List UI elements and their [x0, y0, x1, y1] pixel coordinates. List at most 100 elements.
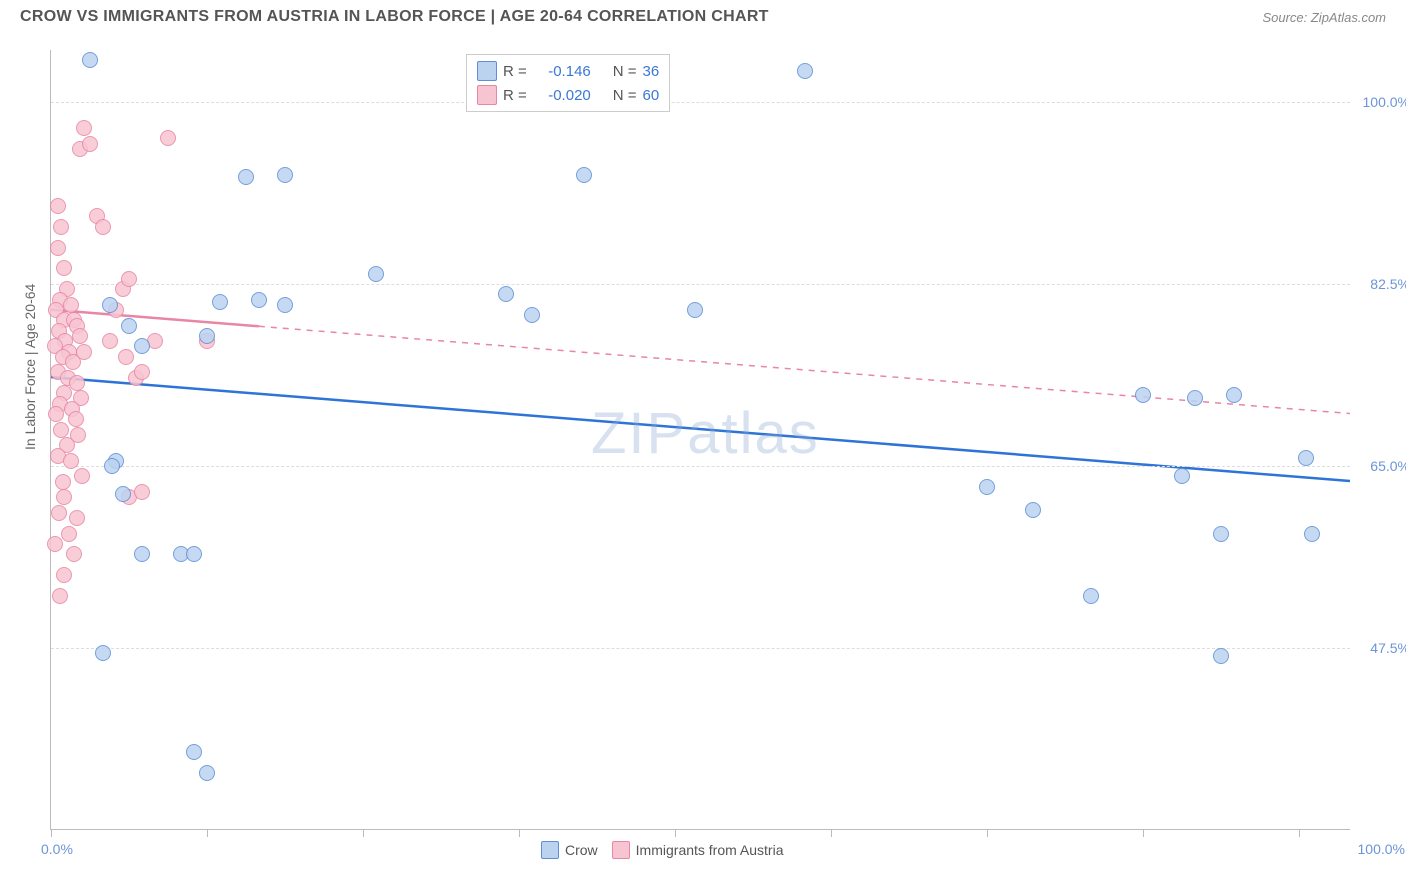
source-label: Source: ZipAtlas.com [1262, 10, 1386, 25]
crow-point [277, 167, 293, 183]
crow-point [1298, 450, 1314, 466]
trend-lines [51, 50, 1350, 829]
crow-point [687, 302, 703, 318]
austria-point [69, 375, 85, 391]
x-tick [675, 829, 676, 837]
chart-title: CROW VS IMMIGRANTS FROM AUSTRIA IN LABOR… [20, 8, 769, 26]
x-tick [1143, 829, 1144, 837]
x-tick [1299, 829, 1300, 837]
austria-point [95, 219, 111, 235]
crow-point [277, 297, 293, 313]
crow-point [1304, 526, 1320, 542]
r-label: R = [503, 87, 527, 104]
crow-point [104, 458, 120, 474]
crow-point [576, 167, 592, 183]
crow-point [199, 328, 215, 344]
legend-label: Immigrants from Austria [636, 842, 784, 858]
x-tick [987, 829, 988, 837]
crow-point [251, 292, 267, 308]
austria-point [76, 344, 92, 360]
crow-point [115, 486, 131, 502]
crow-point [1025, 502, 1041, 518]
crow-point [134, 546, 150, 562]
r-value: -0.020 [533, 87, 591, 104]
x-tick [519, 829, 520, 837]
crow-point [134, 338, 150, 354]
x-tick [363, 829, 364, 837]
r-value: -0.146 [533, 63, 591, 80]
x-tick [207, 829, 208, 837]
crow-point [524, 307, 540, 323]
x-axis-min-label: 0.0% [41, 841, 73, 857]
legend-stat-row: R = -0.020 N = 60 [477, 83, 659, 107]
n-value: 60 [643, 87, 660, 104]
y-tick-label: 82.5% [1355, 276, 1406, 292]
crow-point [212, 294, 228, 310]
chart-plot-area: 47.5%65.0%82.5%100.0% ZIPatlas R =-0.146… [50, 50, 1350, 830]
austria-point [134, 484, 150, 500]
crow-point [102, 297, 118, 313]
legend-item: Crow [541, 841, 598, 859]
austria-point [74, 468, 90, 484]
austria-point [50, 198, 66, 214]
n-value: 36 [643, 63, 660, 80]
austria-point [61, 526, 77, 542]
y-axis-label: In Labor Force | Age 20-64 [22, 284, 38, 450]
crow-point [238, 169, 254, 185]
n-label: N = [613, 63, 637, 80]
austria-point [160, 130, 176, 146]
crow-point [1213, 526, 1229, 542]
gridline [51, 648, 1350, 649]
austria-point [68, 411, 84, 427]
legend-stat-row: R =-0.146N =36 [477, 59, 659, 83]
austria-point [56, 567, 72, 583]
austria-point [56, 489, 72, 505]
legend-swatch [612, 841, 630, 859]
watermark: ZIPatlas [591, 400, 820, 467]
austria-point [66, 546, 82, 562]
crow-point [121, 318, 137, 334]
legend-swatch [541, 841, 559, 859]
legend-correlation: R = -0.146 N = 36 R = -0.020 N = 60 [466, 54, 670, 112]
legend-label: Crow [565, 842, 598, 858]
legend-series: Crow Immigrants from Austria [541, 841, 784, 859]
austria-point [118, 349, 134, 365]
legend-swatch [477, 61, 497, 81]
n-label: N = [613, 87, 637, 104]
crow-point [1187, 390, 1203, 406]
austria-point [51, 505, 67, 521]
austria-point [53, 219, 69, 235]
gridline [51, 102, 1350, 103]
x-axis-max-label: 100.0% [1358, 841, 1405, 857]
austria-point [134, 364, 150, 380]
y-tick-label: 47.5% [1355, 640, 1406, 656]
crow-point [95, 645, 111, 661]
x-tick [831, 829, 832, 837]
gridline [51, 466, 1350, 467]
austria-point [76, 120, 92, 136]
crow-point [979, 479, 995, 495]
austria-point [82, 136, 98, 152]
crow-point [82, 52, 98, 68]
austria-point [121, 271, 137, 287]
crow-point [199, 765, 215, 781]
crow-point [186, 546, 202, 562]
crow-point [1213, 648, 1229, 664]
legend-item: Immigrants from Austria [612, 841, 784, 859]
y-tick-label: 100.0% [1355, 94, 1406, 110]
austria-point [56, 260, 72, 276]
crow-point [186, 744, 202, 760]
austria-point [47, 536, 63, 552]
austria-point [48, 406, 64, 422]
austria-point [50, 240, 66, 256]
austria-point [55, 474, 71, 490]
austria-point [69, 510, 85, 526]
austria-point [102, 333, 118, 349]
crow-point [368, 266, 384, 282]
crow-point [498, 286, 514, 302]
crow-point [1135, 387, 1151, 403]
gridline [51, 284, 1350, 285]
legend-swatch [477, 85, 497, 105]
austria-point [52, 588, 68, 604]
austria-point [63, 453, 79, 469]
